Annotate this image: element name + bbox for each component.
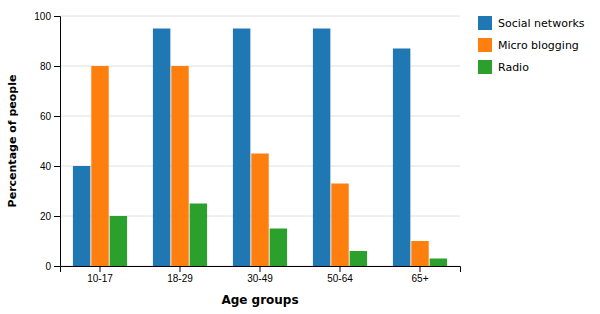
bar (110, 216, 127, 266)
tick-label: 0 (45, 261, 51, 272)
bar-series (91, 66, 428, 266)
chart: 0 20 40 60 80 100 10-17 18-29 30-49 50-64 65+ Age g… (0, 0, 600, 314)
legend-swatch (478, 60, 492, 74)
tick: 50-64 (327, 266, 353, 284)
tick-mark (260, 266, 261, 272)
bars (73, 29, 447, 267)
tick-label: 20 (40, 211, 52, 222)
legend-item: Social networks (478, 16, 585, 30)
bar (331, 184, 348, 267)
tick-label: 18-29 (167, 273, 193, 284)
tick-label: 10-17 (87, 273, 113, 284)
bar (73, 166, 90, 266)
tick: 100 (34, 11, 60, 22)
legend-item: Micro blogging (478, 38, 579, 52)
plot: 0 20 40 60 80 100 10-17 18-29 30-49 50-64 65+ (34, 11, 460, 284)
tick: 20 (40, 211, 60, 222)
tick-mark (54, 266, 60, 267)
tick-label: 60 (40, 111, 52, 122)
tick: 65+ (412, 266, 429, 284)
tick: 10-17 (87, 266, 113, 284)
tick-label: 100 (34, 11, 51, 22)
tick: 0 (45, 261, 60, 272)
tick-label: 80 (40, 61, 52, 72)
tick: 18-29 (167, 266, 193, 284)
bar (350, 251, 367, 266)
tick: 60 (40, 111, 60, 122)
tick: 40 (40, 161, 60, 172)
axis-domain (54, 17, 61, 267)
bar (91, 66, 108, 266)
tick-mark (54, 116, 60, 117)
legend-swatch (478, 38, 492, 52)
bar (270, 229, 287, 267)
legend-label: Radio (498, 61, 529, 74)
tick: 30-49 (247, 266, 273, 284)
axis-domain (61, 267, 461, 273)
bar (430, 259, 447, 267)
tick: 80 (40, 61, 60, 72)
tick-mark (54, 66, 60, 67)
grid-line (60, 16, 460, 17)
tick-mark (420, 266, 421, 272)
legend-label: Social networks (498, 17, 585, 30)
bar (190, 204, 207, 267)
bar (153, 29, 170, 267)
tick-mark (54, 16, 60, 17)
tick-label: 40 (40, 161, 52, 172)
bar (233, 29, 250, 267)
tick-label: 65+ (412, 273, 429, 284)
tick-label: 30-49 (247, 273, 273, 284)
legend-item: Radio (478, 60, 529, 74)
bar (313, 29, 330, 267)
grid (60, 16, 460, 266)
bar-series (110, 204, 447, 267)
tick-mark (180, 266, 181, 272)
y-axis-title: Percentage of people (6, 75, 19, 208)
legend-swatch (478, 16, 492, 30)
bar (171, 66, 188, 266)
legend-label: Micro blogging (498, 39, 579, 52)
bar (251, 154, 268, 267)
bar (411, 241, 428, 266)
tick-mark (54, 216, 60, 217)
bar-series (73, 29, 410, 267)
tick-mark (340, 266, 341, 272)
bar (393, 49, 410, 267)
x-axis: 10-17 18-29 30-49 50-64 65+ (61, 266, 461, 284)
y-axis: 0 20 40 60 80 100 (34, 11, 60, 272)
tick-mark (100, 266, 101, 272)
tick-mark (54, 166, 60, 167)
x-axis-title: Age groups (221, 293, 298, 307)
tick-label: 50-64 (327, 273, 353, 284)
legend: Social networks Micro blogging Radio (478, 16, 585, 74)
